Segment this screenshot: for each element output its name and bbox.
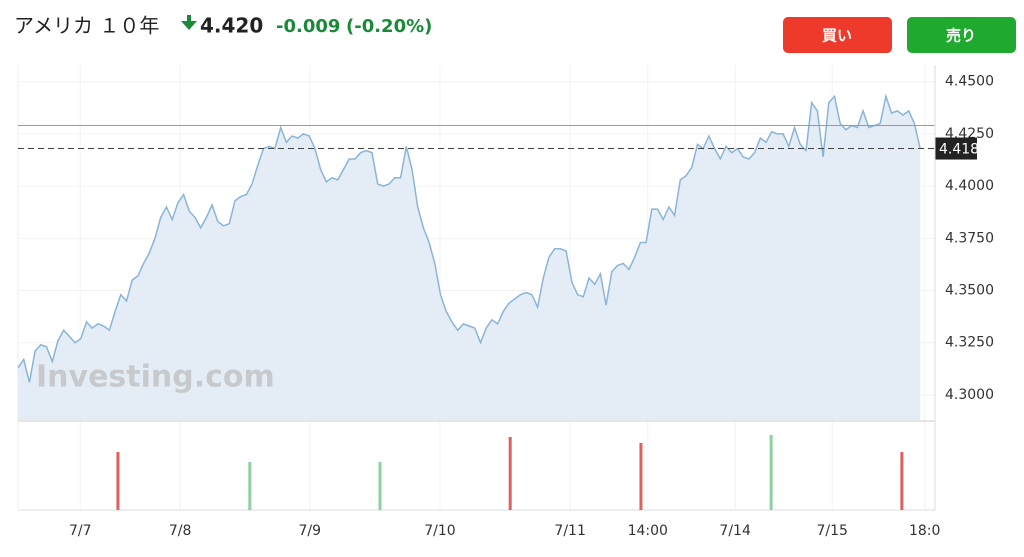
y-tick-label: 4.3750 [945, 230, 994, 246]
current-price-label: 4.4180 [939, 142, 988, 158]
volume-bar [769, 435, 773, 510]
y-tick-label: 4.3250 [945, 335, 994, 351]
buy-button[interactable]: 買い [783, 17, 892, 53]
current-price-box [935, 137, 977, 160]
x-tick-label: 7/7 [69, 523, 92, 539]
sell-button[interactable]: 売り [907, 17, 1016, 53]
buy-label: 買い [822, 27, 852, 45]
volume-bar [639, 443, 643, 510]
y-tick-label: 4.3500 [945, 283, 994, 299]
volume-bar [248, 462, 252, 510]
x-tick-label: 18:0 [909, 523, 940, 539]
area-fill [18, 96, 921, 421]
y-tick-label: 4.3000 [945, 387, 994, 403]
watermark: Investing.com [36, 360, 275, 395]
down-arrow [181, 15, 197, 30]
volume-bar [378, 462, 382, 510]
price-line [17, 93, 921, 383]
buy-button-bg [783, 17, 892, 53]
price: 4.420 [200, 14, 263, 38]
x-tick-label: 7/15 [816, 523, 847, 539]
change: -0.009 [276, 16, 340, 37]
x-tick-label: 14:00 [628, 523, 668, 539]
x-tick-label: 7/8 [169, 523, 192, 539]
chart: 4.30004.32504.35004.37504.40004.42504.45… [17, 65, 994, 539]
x-tick-label: 7/9 [299, 523, 322, 539]
x-tick-label: 7/11 [554, 523, 585, 539]
instrument-title: アメリカ １０年 [14, 14, 159, 38]
volume-bar [116, 452, 120, 510]
sell-button-bg [907, 17, 1016, 53]
x-tick-label: 7/14 [719, 523, 751, 539]
volume-bar [900, 452, 904, 510]
volume-bar [508, 437, 512, 510]
change-percent: (-0.20%) [346, 16, 432, 37]
y-tick-label: 4.4500 [945, 74, 994, 90]
sell-label: 売り [946, 27, 976, 45]
x-tick-label: 7/10 [424, 523, 455, 539]
y-tick-label: 4.4000 [945, 178, 994, 194]
